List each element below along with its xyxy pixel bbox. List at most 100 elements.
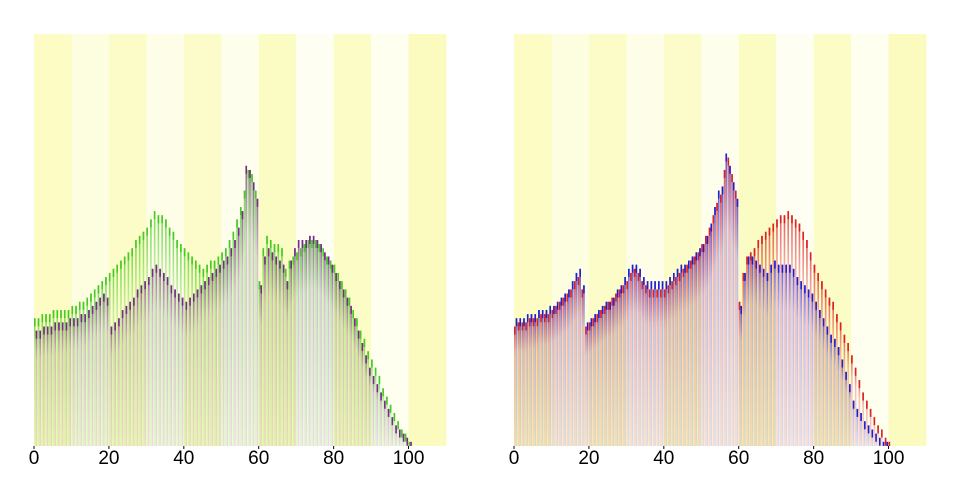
bar (228, 240, 231, 446)
bar (342, 289, 345, 446)
bar (91, 305, 94, 446)
bar (95, 301, 98, 446)
bar (389, 404, 392, 446)
bar (776, 219, 778, 446)
bar (121, 310, 124, 446)
bar (333, 264, 336, 446)
bar (82, 301, 85, 446)
bar (153, 211, 156, 446)
bar (326, 256, 328, 446)
bar (884, 437, 887, 446)
bar (406, 437, 409, 446)
bar (671, 281, 673, 446)
bar (93, 289, 96, 446)
bar (273, 244, 276, 446)
bar (341, 281, 343, 446)
bar (281, 248, 283, 446)
bar (796, 277, 799, 446)
bar (142, 231, 145, 446)
bar (832, 301, 834, 446)
bar (676, 268, 679, 446)
bar (804, 285, 806, 446)
bar (605, 301, 608, 446)
bar (813, 264, 816, 446)
bar (553, 305, 555, 446)
bar (732, 182, 735, 446)
bar (854, 367, 857, 446)
bar (322, 248, 324, 446)
bar (165, 219, 167, 446)
bar (667, 285, 670, 446)
bar (230, 248, 233, 446)
bar (234, 240, 236, 446)
bar (131, 248, 133, 446)
bar (344, 289, 347, 446)
bar (753, 248, 756, 446)
bar (519, 318, 522, 446)
bar (583, 285, 585, 446)
bar (58, 322, 60, 446)
bar (163, 272, 165, 446)
bar (598, 310, 600, 446)
bar (525, 322, 527, 446)
bar (749, 252, 752, 446)
bar (690, 260, 692, 446)
bar (56, 310, 59, 446)
background-band (888, 34, 927, 446)
bar (783, 215, 786, 446)
bar (133, 297, 135, 446)
bar (530, 314, 533, 446)
bar (114, 322, 116, 446)
bar (641, 281, 643, 446)
bar (155, 264, 158, 446)
bar (720, 194, 722, 446)
bar (187, 252, 190, 446)
bar (376, 384, 379, 446)
bar (601, 305, 604, 446)
bar (151, 268, 154, 446)
bar (116, 264, 118, 446)
bar (399, 429, 401, 446)
bar (556, 301, 559, 446)
bar (744, 272, 746, 446)
bar (110, 326, 113, 446)
bar (176, 240, 178, 446)
bar (586, 322, 589, 446)
bar (637, 272, 640, 446)
bar (299, 248, 302, 446)
bar (206, 264, 208, 446)
bar (714, 207, 716, 446)
bar (515, 318, 518, 446)
bar (811, 293, 814, 446)
bar (699, 248, 701, 446)
bar (292, 256, 295, 446)
bar (61, 322, 64, 446)
bar (365, 355, 367, 446)
bar (705, 235, 707, 446)
bar (76, 318, 79, 446)
bar (740, 305, 743, 446)
bar (847, 343, 849, 446)
bar (815, 301, 817, 446)
bar (251, 174, 253, 446)
bar (768, 227, 771, 446)
bar (800, 281, 802, 446)
bar (860, 413, 862, 446)
bar (226, 256, 229, 446)
bar (316, 240, 319, 446)
bar (570, 289, 572, 446)
bar (751, 256, 754, 446)
bar (320, 244, 322, 446)
bar (296, 252, 298, 446)
bar (543, 314, 546, 446)
x-tick-label: 40 (173, 448, 194, 469)
bar (232, 231, 235, 446)
bar (309, 235, 311, 446)
bar (684, 264, 686, 446)
bar (819, 310, 821, 446)
bar (766, 272, 769, 446)
bar (624, 277, 626, 446)
bar (628, 268, 630, 446)
bar (148, 277, 150, 446)
bar (613, 297, 615, 446)
